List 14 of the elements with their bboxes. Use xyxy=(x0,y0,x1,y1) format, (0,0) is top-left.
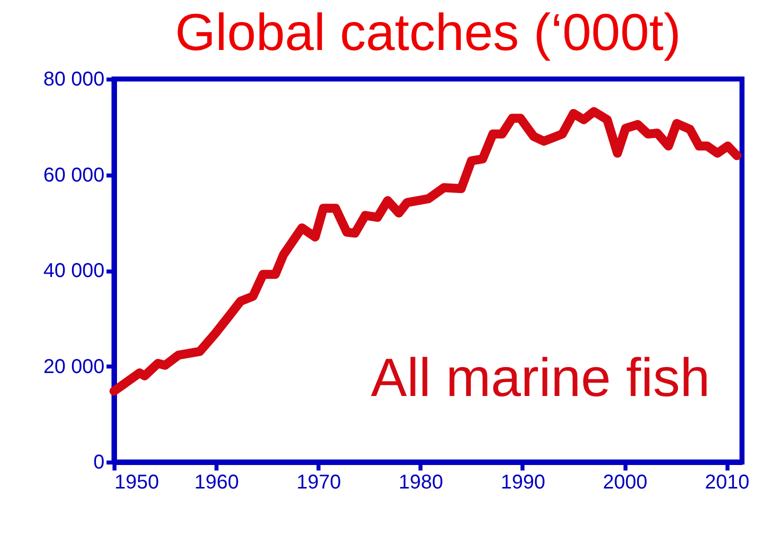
x-tick-label: 2000 xyxy=(602,472,648,494)
annotation: All marine fish xyxy=(370,348,710,408)
chart-title: Global catches (‘000t) xyxy=(175,4,681,62)
x-tick-label: 1960 xyxy=(194,472,239,494)
x-tick-label: 1970 xyxy=(296,472,341,494)
y-tick-label: 60 000 xyxy=(43,164,104,186)
x-tick-label: 1950 xyxy=(114,472,159,494)
y-tick-label: 80 000 xyxy=(43,68,104,90)
y-tick-label: 20 000 xyxy=(43,356,104,378)
x-tick-label: 1990 xyxy=(500,472,546,494)
x-tick-label: 1980 xyxy=(398,472,444,494)
x-tick-label: 2010 xyxy=(704,472,750,494)
y-tick-label: 0 xyxy=(93,452,104,474)
y-tick-label: 40 000 xyxy=(43,260,104,282)
